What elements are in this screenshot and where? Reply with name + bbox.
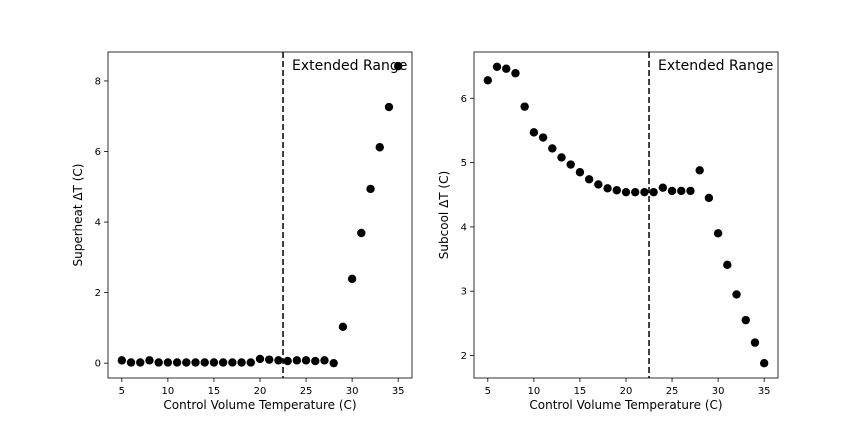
data-point [511,69,520,78]
data-point [492,62,502,71]
data-point [741,315,750,325]
data-point [126,358,136,367]
data-point [612,186,621,195]
x-tick-label: 25 [300,386,313,397]
x-tick-label: 35 [758,386,771,397]
x-tick-label: 35 [392,386,405,397]
data-point [750,338,760,347]
data-point [265,355,274,364]
data-point [172,358,182,367]
x-tick-label: 25 [666,386,679,397]
data-point [329,358,338,368]
data-point [594,180,603,189]
y-tick-label: 6 [461,94,467,105]
x-tick-label: 10 [162,386,175,397]
y-tick-label: 6 [95,147,101,158]
data-point [200,358,209,367]
data-point [145,356,154,365]
y-tick-label: 4 [461,222,467,233]
chart-panel-2: 5 10 15 20 25 30 35 2 3 4 5 6 Control Volume Tempera… [437,51,779,412]
data-point [667,186,677,196]
y-tick-label: 8 [95,76,101,87]
y-tick-label: 0 [95,359,101,370]
data-point [228,358,237,367]
data-point [191,358,200,367]
data-point [357,228,366,238]
y-tick-label: 3 [461,287,467,298]
y-axis-label: Superheat ΔT (C) [71,164,85,267]
data-point [347,274,357,284]
data-point [311,356,320,366]
x-tick-label: 15 [208,386,221,397]
data-point [557,153,566,162]
x-tick-label: 15 [574,386,587,397]
data-point [218,358,228,367]
x-tick-label: 10 [528,386,541,397]
data-point [274,356,283,365]
y-tick-label: 2 [95,288,101,299]
data-point [704,193,714,203]
data-point [566,160,575,169]
data-point [320,356,329,365]
data-point [695,166,704,175]
data-point [584,175,594,184]
x-tick-label: 5 [119,386,125,397]
data-point [384,102,394,112]
data-point [520,102,529,111]
data-point [246,358,255,367]
data-point [538,133,548,142]
data-point [649,187,658,197]
data-point [759,359,769,368]
data-point [117,356,127,365]
data-point [338,322,348,332]
data-point [732,290,741,299]
data-point [375,143,384,152]
extended-range-annotation: Extended Range [292,58,407,74]
x-axis-label: Control Volume Temperature (C) [529,398,722,412]
data-point [631,187,640,197]
data-point [301,356,311,365]
data-point [283,356,292,366]
data-point [366,184,375,194]
data-point [237,358,246,367]
data-point [154,358,163,367]
data-point [548,144,557,153]
y-tick-label: 5 [461,158,467,169]
y-tick-label: 2 [461,351,467,362]
data-point [640,187,649,197]
data-point [621,187,631,197]
chart-panel-1: 5 10 15 20 25 30 35 0 2 4 6 8 Control Volume Tempera… [71,51,413,412]
data-point [575,168,585,177]
y-axis-label: Subcool ΔT (C) [437,171,451,259]
data-point [136,358,145,367]
x-tick-label: 5 [485,386,491,397]
data-point [658,183,668,192]
plot-frame [107,51,413,379]
data-point [529,128,539,137]
data-point [483,76,493,85]
data-point [182,358,191,367]
x-tick-label: 30 [712,386,725,397]
plot-frame [473,51,779,379]
data-point [163,358,173,367]
data-point [255,354,265,364]
data-point [677,186,686,196]
data-point [502,64,511,73]
data-point [713,229,723,238]
y-tick-label: 4 [95,218,101,229]
extended-range-annotation: Extended Range [658,58,773,74]
x-tick-label: 20 [620,386,633,397]
data-point [292,356,302,365]
data-point [209,358,219,367]
data-point [603,184,612,193]
data-point [686,186,695,196]
x-tick-label: 30 [346,386,359,397]
x-axis-label: Control Volume Temperature (C) [163,398,356,412]
x-tick-label: 20 [254,386,267,397]
data-point [393,61,403,71]
data-point [723,260,732,270]
